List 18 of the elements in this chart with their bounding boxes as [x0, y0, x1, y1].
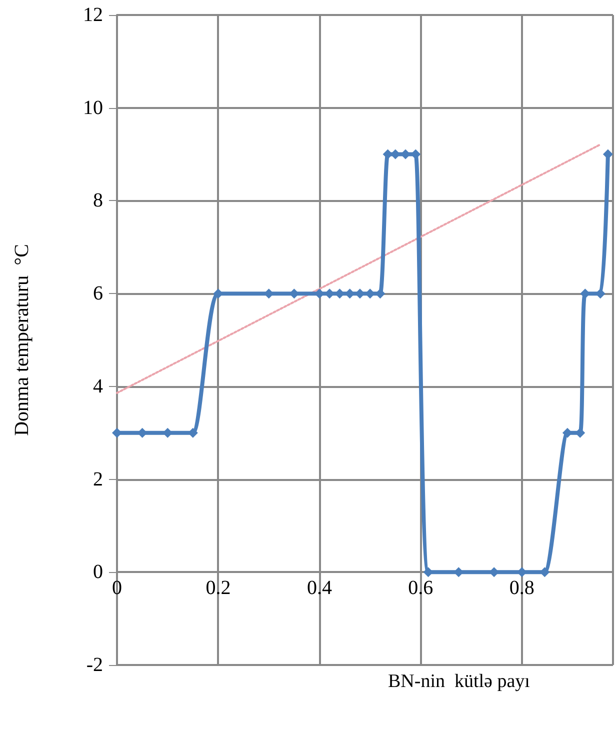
y-tick-label: 6 — [93, 282, 103, 305]
point — [112, 428, 122, 438]
y-tick-label: 2 — [93, 468, 103, 490]
y-tick-label: 4 — [93, 375, 103, 398]
y-tick-label: -2 — [86, 654, 103, 676]
y-tick-label: 10 — [83, 96, 103, 119]
x-axis-title: BN-nin kütlə payı — [388, 671, 530, 692]
x-tick-label: 0.6 — [408, 577, 434, 600]
x-tick-label: 0.2 — [206, 577, 231, 600]
point — [562, 428, 572, 438]
y-axis-title: Donma temperaturu °C — [11, 244, 33, 436]
y-tick-label: 8 — [93, 190, 103, 212]
point — [575, 428, 586, 438]
y-tick-label: 12 — [83, 4, 103, 26]
x-tick-label: 0 — [112, 577, 122, 600]
x-tick-label: 0.4 — [306, 577, 332, 600]
y-tick-label: 0 — [93, 561, 103, 584]
x-tick-label: 0.8 — [509, 577, 534, 600]
